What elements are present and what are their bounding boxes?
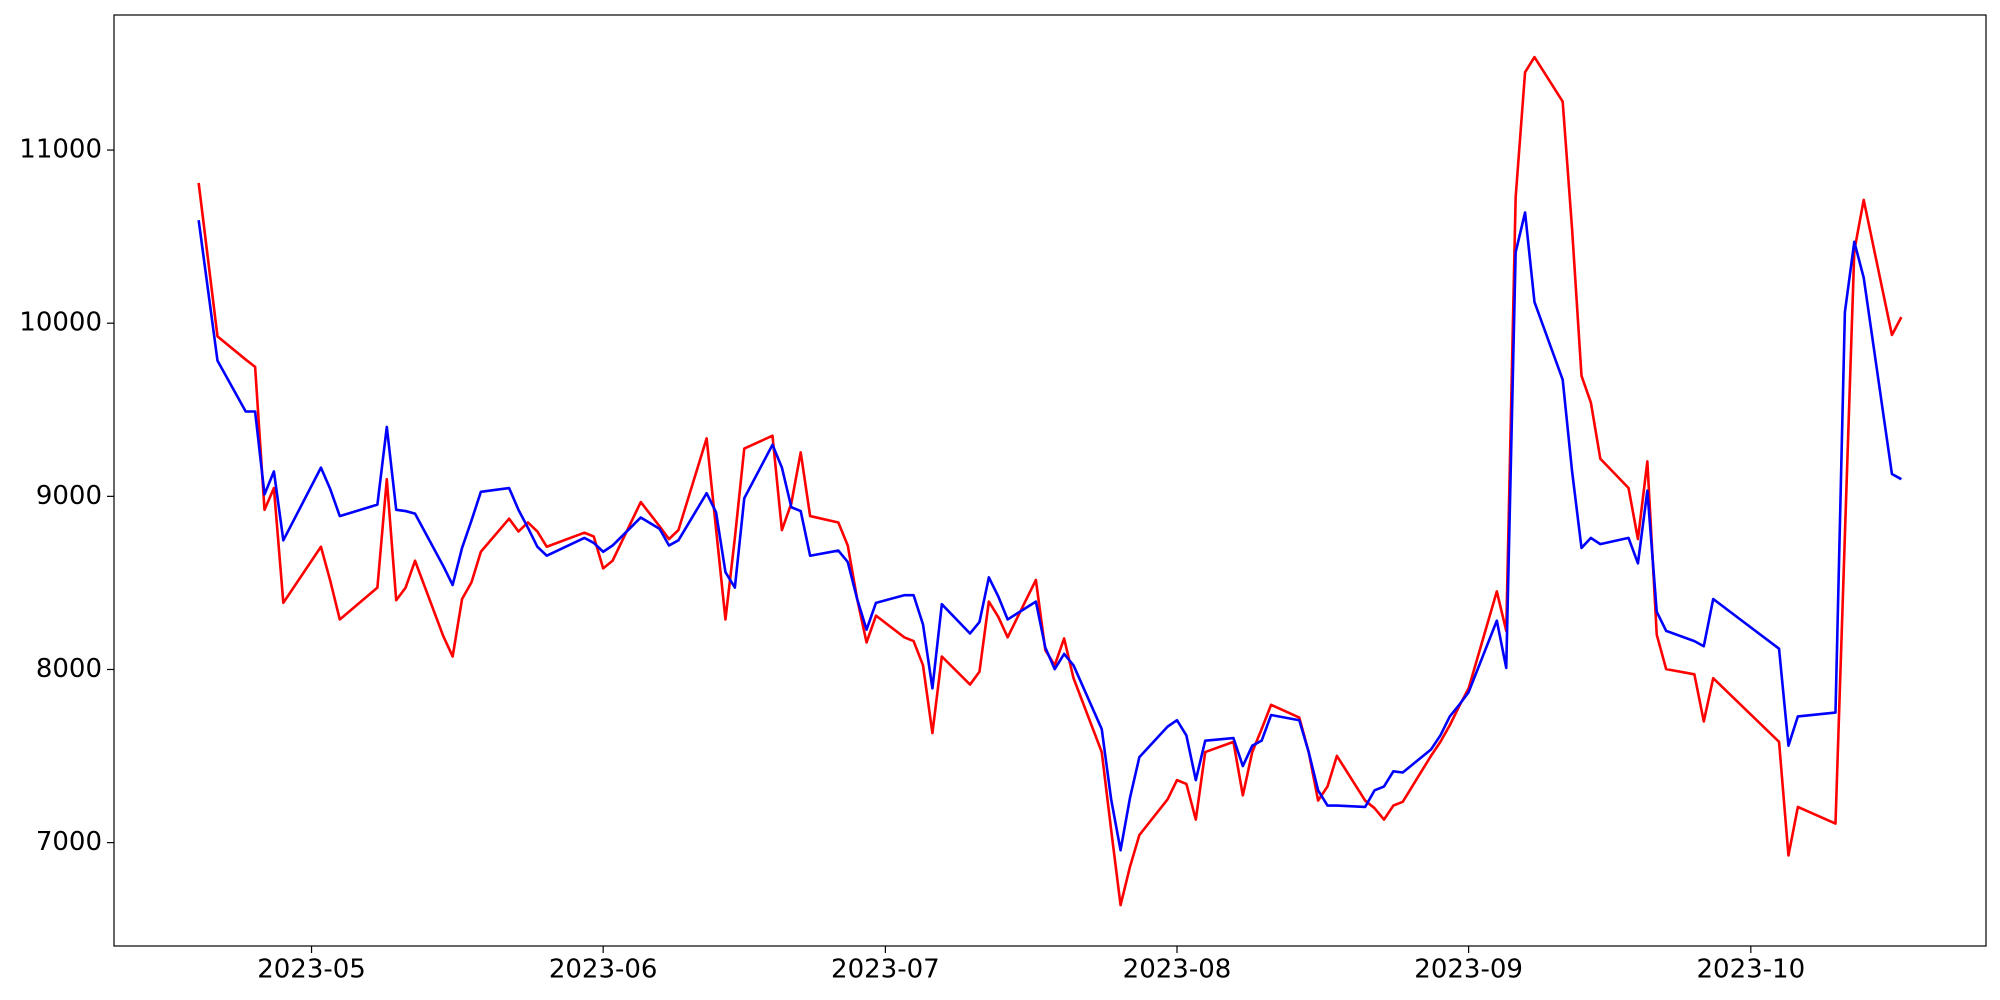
x-tick-label: 2023-10 xyxy=(1697,955,1806,985)
data-line xyxy=(197,211,1902,852)
plot-frame xyxy=(113,14,1987,947)
y-tick-label: 10000 xyxy=(19,308,102,338)
x-tick-label: 2023-06 xyxy=(549,955,658,985)
y-tick-label: 8000 xyxy=(36,654,102,684)
x-tick-label: 2023-05 xyxy=(257,955,366,985)
x-tick-label: 2023-08 xyxy=(1123,955,1232,985)
x-tick-label: 2023-09 xyxy=(1414,955,1523,985)
y-tick-label: 9000 xyxy=(36,481,102,511)
y-tick-label: 11000 xyxy=(19,135,102,165)
x-tick-label: 2023-07 xyxy=(831,955,940,985)
y-tick-label: 7000 xyxy=(36,827,102,857)
